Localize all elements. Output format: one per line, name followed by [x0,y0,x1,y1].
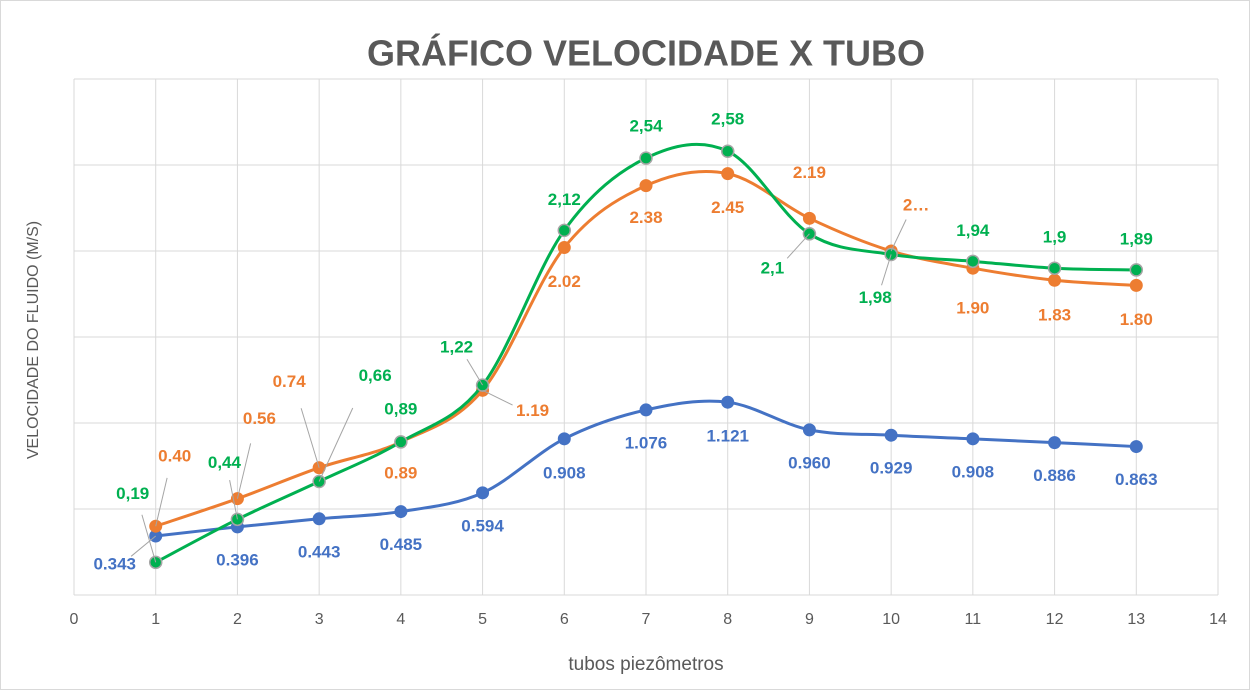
data-label: 0.396 [216,550,259,569]
data-point [312,512,326,526]
data-point [721,167,735,181]
leader-line [300,408,320,468]
x-tick-label: 12 [1046,611,1064,628]
x-tick-label: 3 [315,611,324,628]
leader-line [318,407,354,482]
x-tick-label: 10 [882,611,900,628]
data-label: 0,44 [208,453,242,472]
data-point [639,179,653,193]
data-point [720,144,735,158]
data-label: 2,54 [629,117,663,136]
data-label: 0.485 [380,535,423,554]
x-axis-label: tubos piezômetros [568,654,723,675]
data-label: 0.56 [243,409,276,428]
data-label: 2.02 [548,272,581,291]
data-label: 2… [903,195,929,214]
data-label: 0,66 [359,366,392,385]
data-label: 1.80 [1120,310,1153,329]
data-point [639,403,653,417]
data-point [557,432,571,446]
data-label: 0.863 [1115,470,1158,489]
data-label: 1,89 [1120,229,1153,248]
data-label: 0.886 [1033,466,1076,485]
data-label: 0.929 [870,459,913,478]
data-point [557,241,571,255]
leader-line [141,514,157,563]
data-label: 2,12 [548,190,581,209]
leader-line [130,535,157,557]
data-point [1048,436,1062,450]
data-label: 0,19 [116,484,149,503]
data-point [802,211,816,225]
data-point [394,505,408,519]
data-point [557,223,572,238]
data-label: 0.74 [273,372,307,391]
data-label: 2,58 [711,110,744,129]
data-point [1129,440,1143,454]
data-label: 0.89 [384,463,417,482]
data-point [1129,278,1143,292]
x-tick-label: 13 [1127,611,1145,628]
data-point [394,435,408,449]
x-tick-label: 4 [396,611,405,628]
data-label: 2.19 [793,163,826,182]
data-label: 1,9 [1043,228,1067,247]
data-label: 0.908 [543,463,586,482]
data-label: 2.38 [629,208,662,227]
x-tick-label: 8 [723,611,732,628]
data-point [966,432,980,446]
x-tick-label: 14 [1209,611,1227,628]
data-point [1047,261,1062,275]
leader-line [482,389,513,406]
data-label: 1.121 [706,427,749,446]
leader-line [236,443,252,499]
data-point [1129,263,1144,277]
data-label: 2.45 [711,198,744,217]
leader-line [155,477,168,527]
data-label: 1,22 [440,338,473,357]
x-tick-label: 0 [70,611,79,628]
data-label: 1.90 [956,299,989,318]
data-point [721,395,735,409]
data-label: 1,94 [956,221,990,240]
data-label: 0,89 [384,399,417,418]
x-tick-label: 5 [478,611,487,628]
data-point [884,428,898,442]
data-label: 2,1 [761,258,785,277]
y-axis-label: VELOCIDADE DO FLUIDO (M/S) [25,221,42,459]
data-label: 1.076 [625,433,668,452]
leader-line [890,219,907,252]
x-tick-label: 2 [233,611,242,628]
data-label: 0.908 [952,462,995,481]
leader-line [881,254,892,286]
data-label: 0.343 [93,554,136,573]
data-label: 1.19 [516,401,549,420]
data-point [476,486,490,500]
leader-line [786,233,810,259]
data-label: 1,98 [859,288,892,307]
data-point [639,151,653,165]
data-point [1048,273,1062,287]
chart-title: GRÁFICO VELOCIDADE X TUBO [367,33,925,74]
leader-line [229,480,238,520]
leader-line [466,359,483,386]
data-label: 1.83 [1038,306,1071,325]
x-tick-label: 7 [642,611,651,628]
x-tick-label: 6 [560,611,569,628]
data-label: 0.594 [461,516,504,535]
x-tick-label: 11 [965,611,982,628]
data-point [966,254,980,269]
x-tick-label: 1 [151,611,160,628]
data-label: 0.443 [298,542,341,561]
x-tick-label: 9 [805,611,814,628]
data-point [802,423,816,437]
data-label: 0.960 [788,453,831,472]
data-label: 0.40 [158,447,191,466]
